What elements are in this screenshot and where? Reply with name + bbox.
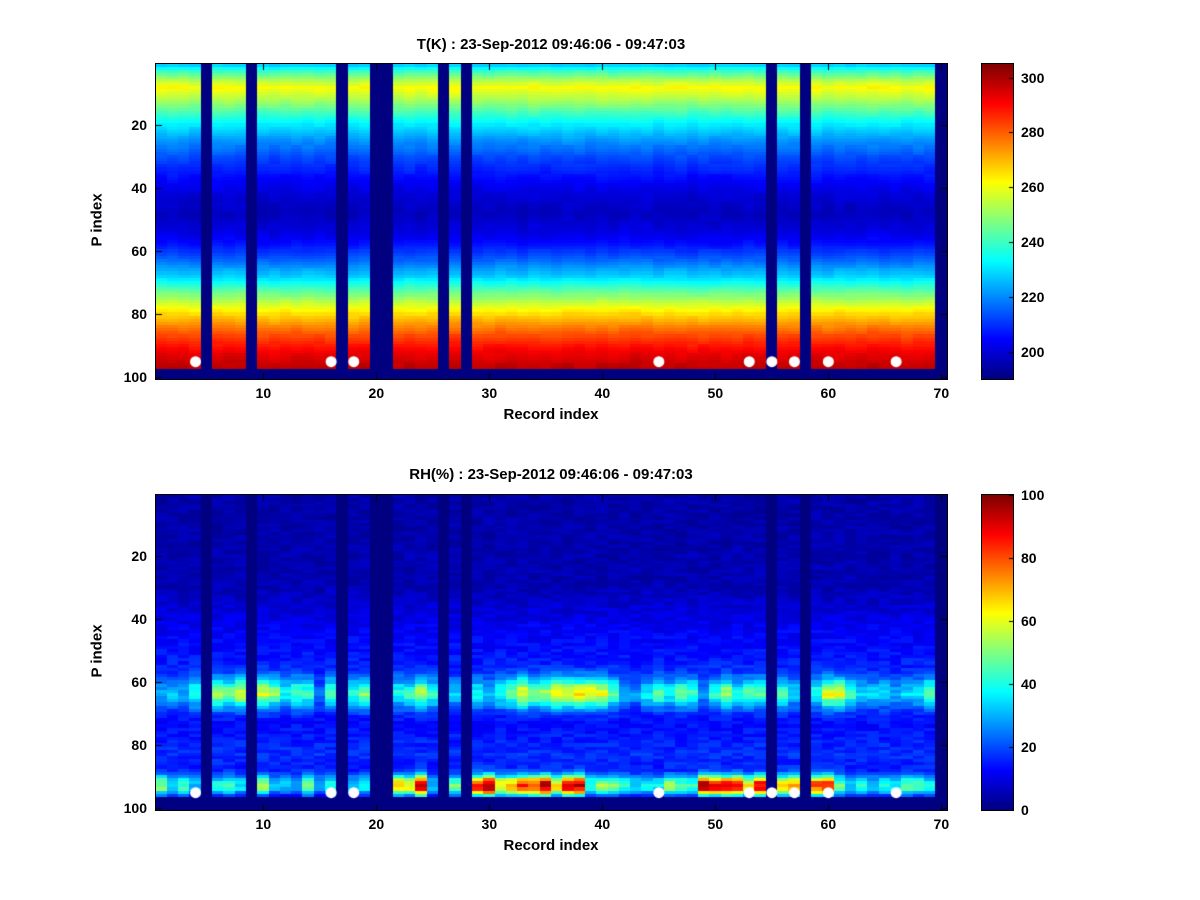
x-tick-label: 10 (255, 385, 272, 401)
colorbar-tick-label: 200 (1021, 343, 1045, 360)
y-tick-label: 100 (123, 369, 147, 386)
colorbar-tick-label: 280 (1021, 124, 1045, 141)
y-tick-label: 40 (131, 180, 147, 197)
humidity-colorbar-canvas (982, 495, 1013, 810)
humidity-plot-title: RH(%) : 23-Sep-2012 09:46:06 - 09:47:03 (409, 466, 693, 483)
temperature-x-axis-label: Record index (503, 406, 599, 423)
humidity-y-axis-label: P index (88, 624, 106, 678)
colorbar-tick-label: 240 (1021, 234, 1045, 251)
temperature-heatmap-canvas (156, 64, 947, 379)
y-tick-label: 80 (131, 737, 147, 754)
y-tick-label: 20 (131, 117, 147, 134)
y-tick-label: 100 (123, 800, 147, 817)
colorbar-tick-label: 20 (1021, 739, 1037, 755)
x-tick-label: 20 (368, 816, 385, 832)
temperature-heatmap: 10 20 30 40 50 60 70 20 40 60 80 100 (124, 63, 949, 400)
colorbar-tick-label: 220 (1021, 288, 1045, 305)
y-tick-label: 40 (131, 611, 147, 628)
colorbar-tick-label: 0 (1021, 802, 1029, 818)
colorbar-tick-label: 60 (1021, 613, 1037, 629)
y-tick-label: 60 (131, 674, 147, 691)
x-tick-label: 60 (820, 385, 837, 401)
x-tick-label: 50 (707, 385, 724, 401)
colorbar-tick-label: 100 (1021, 487, 1045, 503)
humidity-heatmap-canvas (156, 495, 947, 810)
colorbar-tick-label: 260 (1021, 179, 1045, 196)
y-tick-label: 20 (131, 548, 147, 565)
y-tick-label: 60 (131, 243, 147, 260)
humidity-x-axis-label: Record index (503, 837, 599, 854)
temperature-plot-title: T(K) : 23-Sep-2012 09:46:06 - 09:47:03 (416, 36, 686, 53)
x-tick-label: 60 (820, 816, 837, 832)
colorbar-tick-label: 40 (1021, 676, 1037, 692)
x-tick-label: 50 (707, 816, 724, 832)
x-tick-label: 40 (594, 816, 611, 832)
y-tick-label: 80 (131, 306, 147, 323)
temperature-colorbar-canvas (982, 64, 1013, 379)
temperature-y-axis-label: P index (88, 193, 106, 247)
x-tick-label: 40 (594, 385, 611, 401)
colorbar-tick-label: 300 (1021, 69, 1045, 86)
x-tick-label: 70 (933, 385, 950, 401)
x-tick-label: 30 (481, 385, 498, 401)
humidity-heatmap: 10 20 30 40 50 60 70 20 40 60 80 100 (124, 494, 949, 831)
x-tick-label: 70 (933, 816, 950, 832)
humidity-colorbar: 0 20 40 60 80 100 (981, 488, 1044, 817)
temperature-colorbar: 200 220 240 260 280 300 (981, 63, 1044, 380)
x-tick-label: 10 (255, 816, 272, 832)
x-tick-label: 20 (368, 385, 385, 401)
x-tick-label: 30 (481, 816, 498, 832)
colorbar-tick-label: 80 (1021, 550, 1037, 566)
